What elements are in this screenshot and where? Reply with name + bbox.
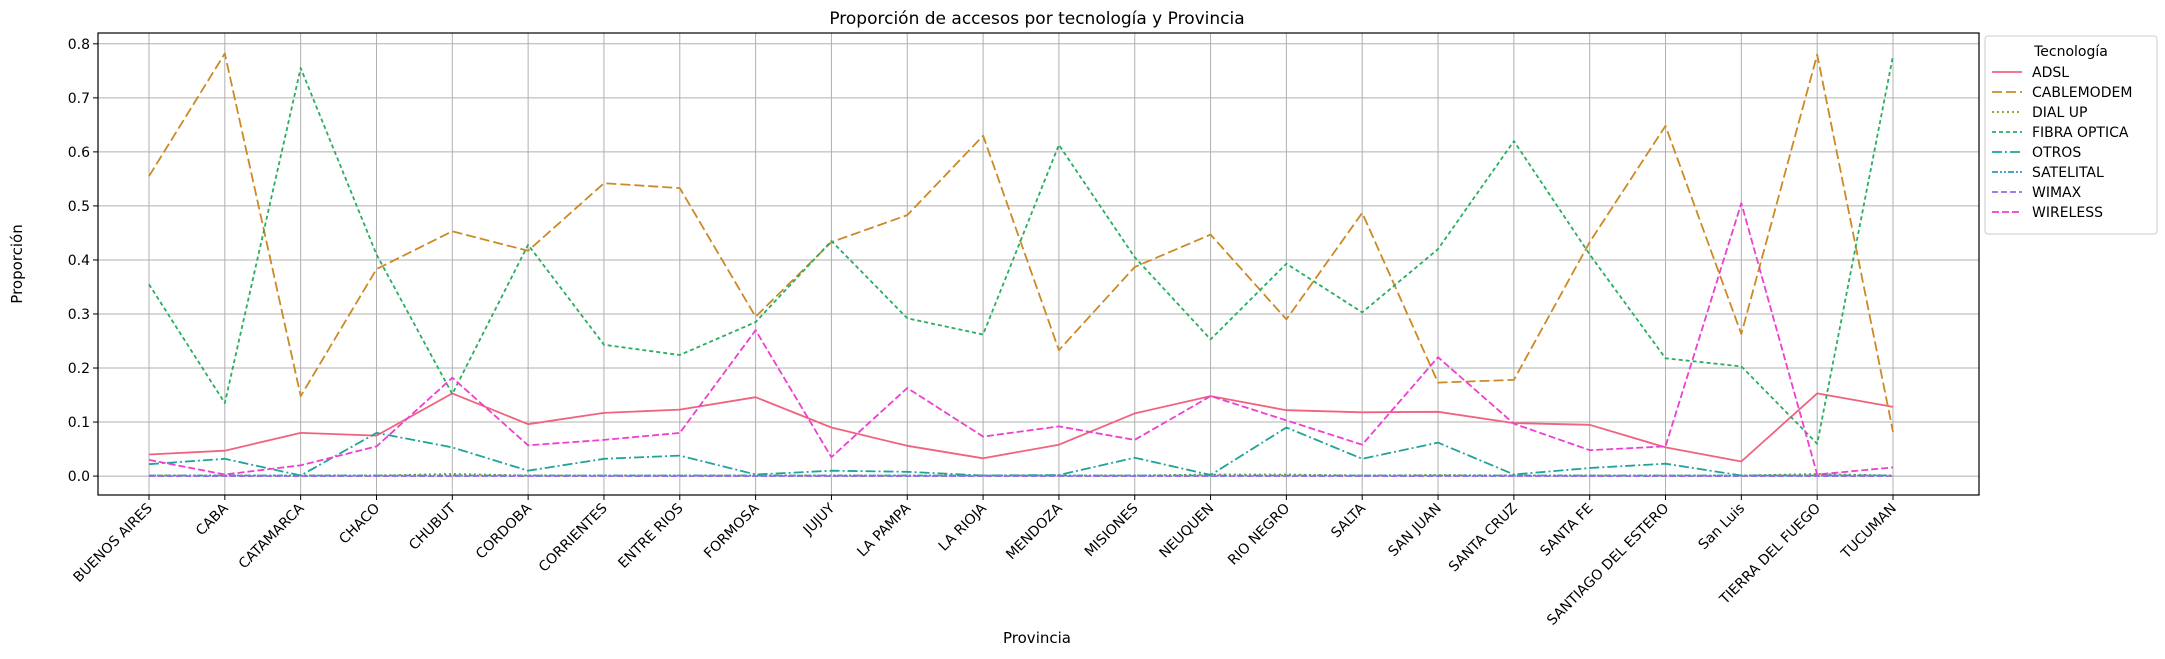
legend-label: FIBRA OPTICA — [2032, 125, 2129, 141]
plot-frame — [97, 32, 1980, 496]
y-tick-label: 0.5 — [68, 199, 90, 215]
x-tick-label: MISIONES — [1082, 500, 1142, 560]
series-line-adsl — [148, 392, 1894, 463]
legend-label: SATELITAL — [2032, 165, 2104, 181]
legend: Tecnología ADSL CABLEMODEM DIAL UP FIBRA OP… — [1984, 35, 2158, 235]
x-tick-label: CABA — [193, 500, 232, 539]
x-tick-label: CATAMARCA — [236, 500, 308, 572]
y-tick-label: 0.7 — [68, 91, 90, 107]
x-tick-label: JUJUY — [800, 500, 839, 539]
series-line-wireless — [148, 202, 1894, 476]
x-tick-label: SAN JUAN — [1385, 501, 1444, 560]
x-tick-label: ENTRE RIOS — [615, 500, 686, 571]
legend-label: CABLEMODEM — [2032, 85, 2132, 101]
x-tick-label: TUCUMAN — [1838, 501, 1900, 563]
legend-label: WIRELESS — [2032, 205, 2103, 221]
legend-label: ADSL — [2032, 65, 2069, 81]
x-tick-label: San Luis — [1696, 501, 1749, 554]
y-tick-label: 0.4 — [68, 253, 90, 269]
y-tick-label: 0.3 — [68, 307, 90, 323]
series-line-dial-up — [149, 472, 1894, 477]
x-tick-label: LA RIOJA — [936, 500, 990, 554]
y-tick-label: 0.2 — [68, 361, 90, 377]
x-tick-label: SANTA FE — [1537, 501, 1596, 560]
legend-label: DIAL UP — [2032, 105, 2087, 121]
x-tick-label: BUENOS AIRES — [70, 500, 155, 585]
x-tick-label: CHACO — [336, 501, 383, 548]
chart-title: Proporción de accesos por tecnología y P… — [829, 9, 1244, 29]
x-tick-label: CORDOBA — [473, 500, 535, 562]
y-axis-ticks: 0.0 0.1 0.2 0.3 0.4 0.5 0.6 0.7 0.8 — [68, 37, 98, 485]
legend-title: Tecnología — [2033, 44, 2108, 60]
series-lines — [148, 52, 1894, 478]
y-tick-label: 0.8 — [68, 37, 90, 53]
x-tick-label: SALTA — [1328, 500, 1369, 541]
legend-label: OTROS — [2032, 145, 2081, 161]
x-tick-label: CORRIENTES — [536, 500, 611, 575]
x-tick-label: SANTA CRUZ — [1446, 501, 1521, 576]
y-axis-label: Proporción — [8, 224, 26, 303]
x-tick-label: CHUBUT — [406, 500, 459, 553]
x-tick-label: SANTIAGO DEL ESTERO — [1544, 501, 1672, 629]
x-axis-label: Provincia — [1003, 629, 1071, 647]
y-tick-label: 0.6 — [68, 145, 90, 161]
x-tick-label: FORMOSA — [701, 500, 763, 562]
legend-label: WIMAX — [2032, 185, 2082, 201]
series-line-fibra-optica — [148, 55, 1894, 445]
x-tick-label: NEUQUEN — [1156, 501, 1217, 562]
y-tick-label: 0.0 — [68, 469, 90, 485]
x-axis-ticks: BUENOS AIRES CABA CATAMARCA CHACO CHUBUT CORD… — [70, 495, 1900, 629]
x-tick-label: LA PAMPA — [854, 500, 914, 560]
legend-entries: ADSL CABLEMODEM DIAL UP FIBRA OPTICA OTROS SA… — [1992, 65, 2132, 221]
grid — [98, 33, 1979, 495]
y-tick-label: 0.1 — [68, 415, 90, 431]
legend-box — [1984, 35, 2158, 235]
x-tick-label: MENDOZA — [1003, 500, 1066, 563]
series-line-cablemodem — [148, 52, 1894, 432]
series-line-otros — [148, 426, 1893, 477]
x-tick-label: RIO NEGRO — [1225, 501, 1293, 569]
